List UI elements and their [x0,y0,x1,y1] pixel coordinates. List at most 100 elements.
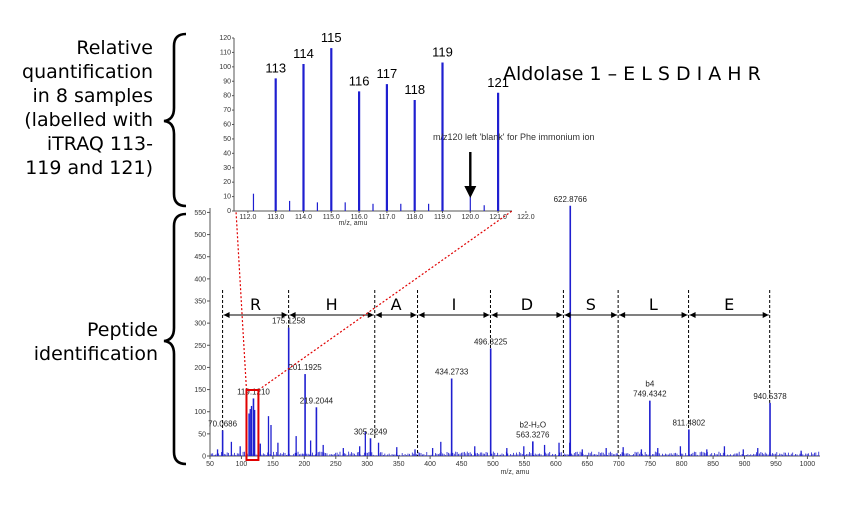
zoom-line-left [235,210,248,391]
gap-arrow-right [367,312,374,318]
inset-y-tick-label: 30 [223,165,231,172]
gap-arrow-right [410,312,417,318]
inset-y-tick-label: 100 [219,64,231,71]
blank-annotation: m/z120 left 'blank' for Phe immonium ion [433,132,595,142]
gap-arrow-left [689,312,696,318]
peak-mz-label: 219.2044 [300,396,334,405]
main-x-tick-label: 350 [393,461,405,468]
ion-type-label: b2-H₂O [519,420,546,429]
main-x-tick-label: 150 [267,461,279,468]
gap-arrow-left [418,312,425,318]
gap-arrow-right [762,312,769,318]
inset-x-tick-label: 122.0 [517,214,535,221]
inset-peak-label: 116 [349,73,370,88]
gap-arrow-right [681,312,688,318]
main-x-tick-label: 200 [298,461,310,468]
inset-y-tick-label: 40 [223,150,231,157]
peak-mz-label: 749.4342 [633,390,667,399]
main-x-tick-label: 700 [613,461,625,468]
ion-type-label: b4 [645,380,654,389]
amino-acid-label: E [724,295,734,314]
inset-x-tick-label: 112.0 [239,214,256,221]
gap-arrow-left [491,312,498,318]
inset-peak-label: 121 [487,75,509,90]
main-y-tick-label: 400 [194,276,206,283]
amino-acid-label: I [452,295,457,314]
main-y-tick-label: 450 [194,254,206,261]
inset-peak-label: 117 [377,66,398,81]
amino-acid-label: L [649,295,658,314]
amino-acid-label: S [586,295,596,314]
inset-y-tick-label: 110 [220,49,231,56]
main-y-tick-label: 100 [194,409,206,416]
main-y-tick-label: 350 [194,299,206,306]
main-y-tick-label: 200 [194,365,206,372]
peptide-title: Aldolase 1 – E L S D I A H R [503,63,761,85]
inset-x-tick-label: 120.0 [462,214,480,221]
quant-line: (labelled with [24,109,153,131]
main-x-tick-label: 650 [581,461,593,468]
main-x-tick-label: 250 [330,461,342,468]
peak-mz-label: 940.5378 [753,392,787,401]
gap-arrow-left [223,312,230,318]
inset-y-tick-label: 0 [227,208,231,215]
inset-x-tick-label: 119.0 [434,214,451,221]
main-y-tick-label: 250 [194,343,206,350]
main-x-tick-label: 600 [550,461,562,468]
inset-x-tick-label: 113.0 [267,214,284,221]
inset-y-tick-label: 50 [223,136,231,143]
inset-x-tick-label: 118.0 [406,214,423,221]
pepid-line: identification [33,343,158,365]
peak-mz-label: 563.3276 [516,430,550,439]
quant-line: 119 and 121) [25,157,153,179]
inset-y-tick-label: 90 [223,78,231,85]
main-x-tick-label: 900 [739,461,751,468]
peak-mz-label: 305.2249 [354,427,388,436]
main-x-tick-label: 800 [676,461,688,468]
main-x-tick-label: 50 [206,461,214,468]
main-x-axis-label: m/z, amu [501,469,530,476]
gap-arrow-left [564,312,571,318]
inset-y-tick-label: 20 [223,179,231,186]
quant-line: Relative [76,37,153,59]
main-y-tick-label: 500 [194,232,206,239]
gap-arrow-left [619,312,626,318]
inset-x-tick-label: 115.0 [323,214,340,221]
reporter-region-box [245,389,260,461]
upper-brace [163,32,187,208]
inset-y-tick-label: 70 [223,107,231,114]
main-x-tick-label: 300 [361,461,373,468]
lower-brace [163,212,187,466]
inset-y-tick-label: 10 [223,194,231,201]
inset-chart: 0 10 20 30 40 50 60 70 80 90 100 110 120 112.0 113.0 11… [219,30,594,227]
quant-line: iTRAQ 113- [46,133,153,155]
inset-y-tick-label: 60 [223,122,231,129]
amino-acid-label: A [391,295,402,314]
inset-x-tick-label: 116.0 [351,214,368,221]
peak-mz-label: 201.1925 [288,363,322,372]
main-x-tick-label: 450 [456,461,468,468]
gap-arrow-right [483,312,490,318]
gap-arrow-right [556,312,563,318]
main-x-tick-label: 500 [487,461,499,468]
quant-line: in 8 samples [32,85,153,107]
inset-y-tick-label: 80 [223,93,231,100]
pepid-line: Peptide [86,319,158,341]
main-y-tick-label: 0 [202,454,206,461]
main-y-tick-label: 550 [194,210,206,217]
inset-y-tick-label: 120 [219,35,231,42]
inset-peak-label: 118 [404,82,425,97]
gap-arrow-left [375,312,382,318]
main-y-tick-label: 50 [198,431,206,438]
gap-arrow-right [281,312,288,318]
quantification-label: Relative quantification in 8 samples (la… [0,36,153,180]
gap-arrow-left [289,312,296,318]
inset-x-tick-label: 117.0 [378,214,395,221]
amino-acid-label: H [326,295,338,314]
amino-acid-label: R [250,295,261,314]
peptide-identification-label: Peptide identification [0,318,158,366]
gap-arrow-right [611,312,618,318]
peak-mz-label: 622.8766 [554,195,588,204]
